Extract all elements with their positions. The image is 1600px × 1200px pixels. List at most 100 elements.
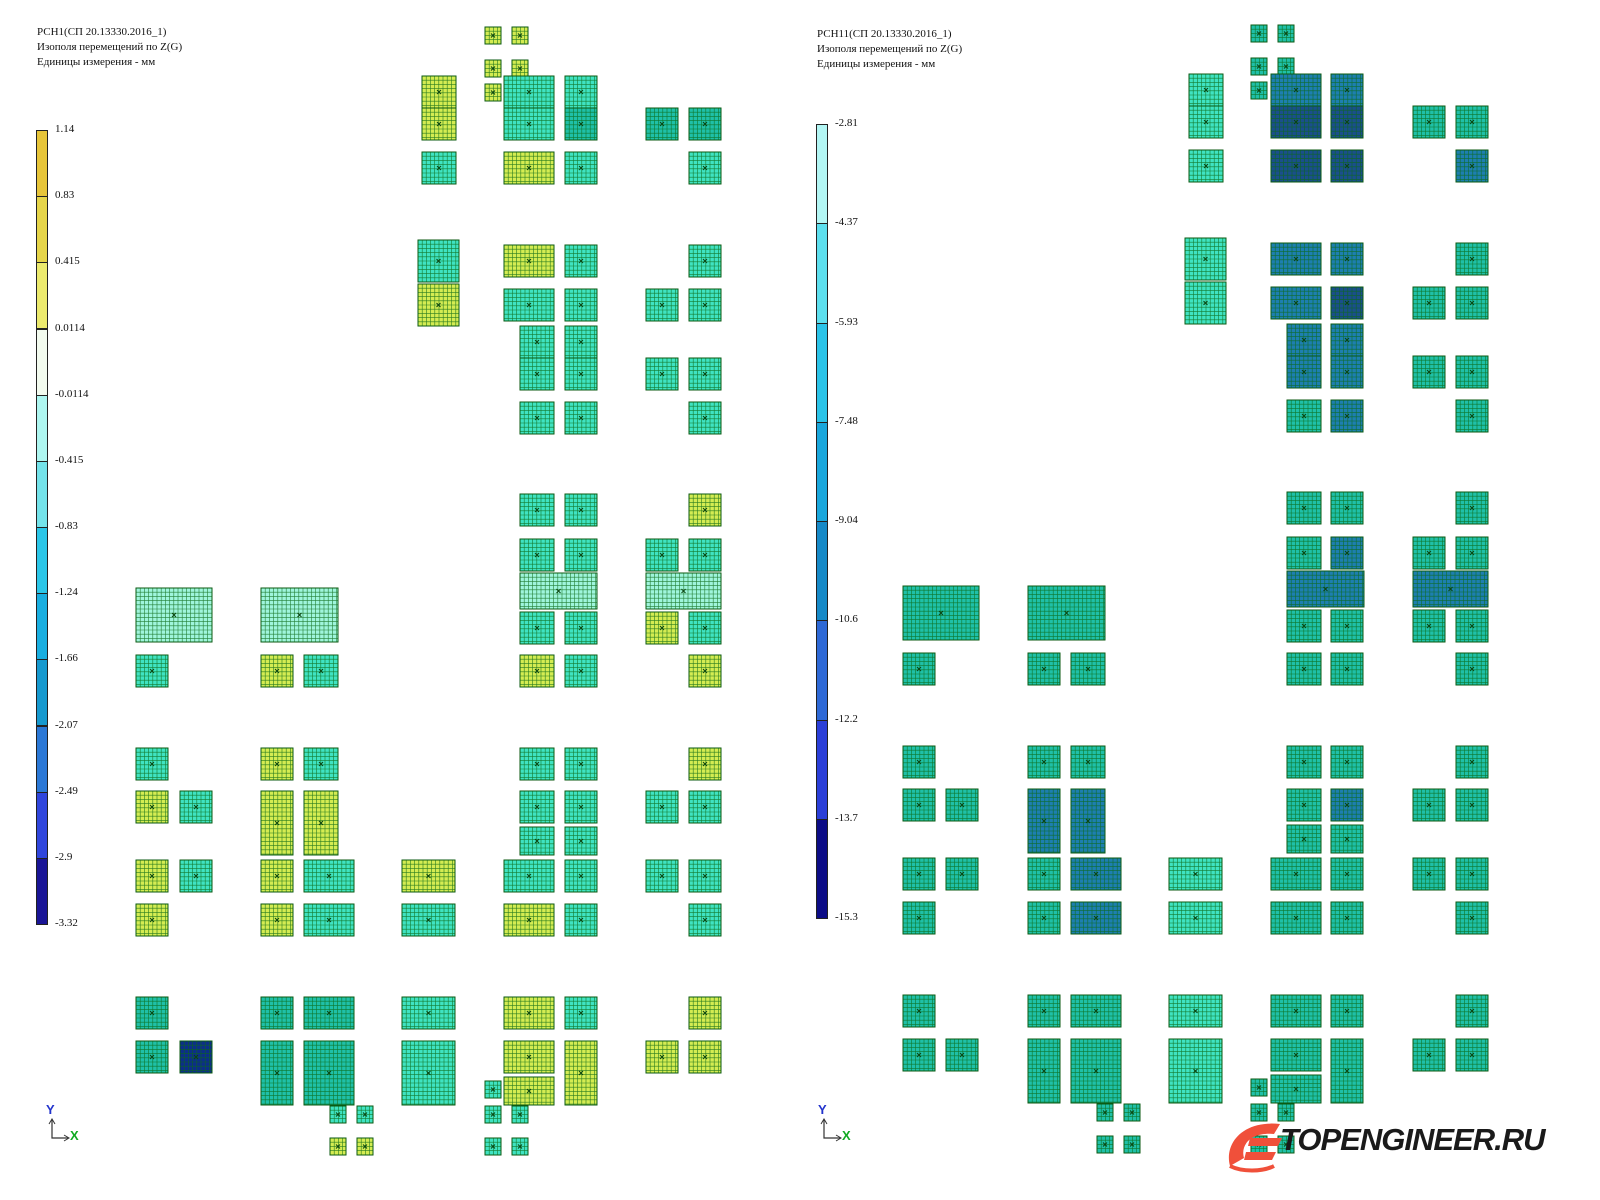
slab-plate xyxy=(564,357,598,391)
y-axis-label: Y xyxy=(818,1102,827,1117)
slab-plate xyxy=(1070,652,1106,686)
axis-arrows-icon xyxy=(48,1118,70,1142)
slab-plate xyxy=(1455,536,1489,570)
slab-plate xyxy=(135,1040,169,1074)
legend-value-label: -0.0114 xyxy=(55,387,89,400)
slab-plate xyxy=(303,790,339,856)
slab-plate xyxy=(1027,652,1061,686)
slab-plate xyxy=(401,903,456,937)
logo-e-swoosh-icon xyxy=(1228,1123,1282,1173)
legend-value-label: -2.49 xyxy=(55,784,78,797)
legend-value-label: -1.24 xyxy=(55,586,78,599)
slab-plate xyxy=(1250,1103,1268,1122)
slab-plate xyxy=(1270,105,1322,139)
slab-plate xyxy=(1455,491,1489,525)
axis-arrows-icon xyxy=(820,1118,842,1142)
slab-plate xyxy=(1027,901,1061,935)
slab-plate xyxy=(179,1040,213,1074)
slab-plate xyxy=(1070,901,1122,935)
slab-plate xyxy=(688,859,722,893)
slab-plate xyxy=(564,747,598,781)
slab-plate xyxy=(511,26,529,45)
slab-plate xyxy=(1188,149,1224,183)
slab-plate xyxy=(1286,323,1322,357)
slab-plate xyxy=(1123,1135,1141,1154)
right-header-line-3: Единицы измерения - мм xyxy=(817,58,936,70)
slab-plate xyxy=(1286,652,1322,686)
right-panel: РСН11(СП 20.13330.2016_1) Изополя переме… xyxy=(800,0,1600,1200)
slab-plate xyxy=(511,1137,529,1156)
slab-plate xyxy=(1286,570,1365,608)
slab-plate xyxy=(1455,609,1489,643)
slab-plate xyxy=(260,903,294,937)
slab-plate xyxy=(645,859,679,893)
left-plate-plan xyxy=(135,26,722,1156)
slab-plate xyxy=(645,288,679,322)
slab-plate xyxy=(260,996,294,1030)
slab-plate xyxy=(1412,788,1446,822)
slab-plate xyxy=(519,572,598,610)
slab-plate xyxy=(688,538,722,572)
slab-plate xyxy=(902,788,936,822)
slab-plate xyxy=(1412,570,1489,608)
slab-plate xyxy=(1330,105,1364,139)
slab-plate xyxy=(564,654,598,688)
slab-plate xyxy=(1070,994,1122,1028)
slab-plate xyxy=(688,151,722,185)
slab-plate xyxy=(564,288,598,322)
slab-plate xyxy=(329,1137,347,1156)
slab-plate xyxy=(1286,536,1322,570)
slab-plate xyxy=(519,654,555,688)
slab-plate xyxy=(1277,1103,1295,1122)
slab-plate xyxy=(688,244,722,278)
slab-plate xyxy=(519,401,555,435)
slab-plate xyxy=(511,59,529,78)
slab-plate xyxy=(1250,24,1268,43)
slab-plate xyxy=(329,1105,347,1124)
slab-plate xyxy=(1330,491,1364,525)
slab-plate xyxy=(356,1137,374,1156)
slab-plate xyxy=(645,538,679,572)
slab-plate xyxy=(401,996,456,1030)
slab-plate xyxy=(1412,857,1446,891)
slab-plate xyxy=(421,107,457,141)
slab-plate xyxy=(260,654,294,688)
y-axis-label: Y xyxy=(46,1102,55,1117)
slab-plate xyxy=(1250,81,1268,100)
slab-plate xyxy=(519,325,555,359)
slab-plate xyxy=(1330,399,1364,433)
legend-value-label: -13.7 xyxy=(835,811,858,824)
slab-plate xyxy=(421,151,457,185)
slab-plate xyxy=(1270,901,1322,935)
slab-plate xyxy=(564,611,598,645)
slab-plate xyxy=(1270,994,1322,1028)
slab-plate xyxy=(135,859,169,893)
slab-plate xyxy=(645,572,722,610)
slab-plate xyxy=(1070,857,1122,891)
slab-plate xyxy=(1184,237,1227,281)
slab-plate xyxy=(688,654,722,688)
left-panel: РСН1(СП 20.13330.2016_1) Изополя перемещ… xyxy=(36,26,722,1156)
legend-value-label: 0.83 xyxy=(55,189,75,202)
slab-plate xyxy=(645,107,679,141)
slab-plate xyxy=(1070,745,1106,779)
slab-plate xyxy=(902,1038,936,1072)
slab-plate xyxy=(503,288,555,322)
left-header-line-2: Изополя перемещений по Z(G) xyxy=(37,41,183,53)
slab-plate xyxy=(260,747,294,781)
slab-plate xyxy=(1330,355,1364,389)
topengineer-logo: TOPENGINEER.RU xyxy=(1222,1114,1592,1176)
slab-plate xyxy=(484,83,502,102)
slab-plate xyxy=(1330,994,1364,1028)
slab-plate xyxy=(1455,857,1489,891)
slab-plate xyxy=(1188,73,1224,107)
slab-plate xyxy=(564,325,598,359)
legend-value-label: 0.0114 xyxy=(55,321,85,334)
slab-plate xyxy=(688,790,722,824)
legend-value-label: -5.93 xyxy=(835,315,858,328)
left-header-line-1: РСН1(СП 20.13330.2016_1) xyxy=(37,26,167,38)
slab-plate xyxy=(417,283,460,327)
slab-plate xyxy=(503,151,555,185)
slab-plate xyxy=(260,587,339,643)
legend-value-label: -15.3 xyxy=(835,911,858,923)
